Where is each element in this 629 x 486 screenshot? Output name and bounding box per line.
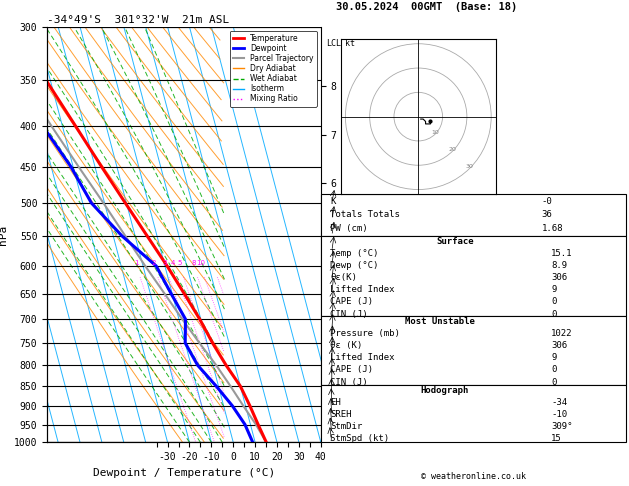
Y-axis label: km
ASL: km ASL [339, 226, 361, 243]
Text: CIN (J): CIN (J) [330, 378, 368, 387]
FancyBboxPatch shape [321, 194, 626, 236]
Text: 9: 9 [551, 353, 557, 363]
Legend: Temperature, Dewpoint, Parcel Trajectory, Dry Adiabat, Wet Adiabat, Isotherm, Mi: Temperature, Dewpoint, Parcel Trajectory… [230, 31, 317, 106]
Text: 2: 2 [152, 260, 156, 266]
Text: Surface: Surface [436, 237, 474, 246]
Text: Most Unstable: Most Unstable [405, 317, 475, 327]
Y-axis label: hPa: hPa [0, 225, 8, 244]
Text: kt: kt [345, 39, 355, 48]
Text: 15.1: 15.1 [551, 249, 572, 258]
X-axis label: Dewpoint / Temperature (°C): Dewpoint / Temperature (°C) [93, 468, 275, 478]
Text: PW (cm): PW (cm) [330, 224, 368, 233]
Text: © weatheronline.co.uk: © weatheronline.co.uk [421, 472, 526, 481]
Text: -34°49'S  301°32'W  21m ASL: -34°49'S 301°32'W 21m ASL [47, 15, 230, 25]
Text: Pressure (mb): Pressure (mb) [330, 329, 400, 338]
FancyBboxPatch shape [321, 236, 626, 316]
Text: SREH: SREH [330, 410, 352, 419]
Text: 30.05.2024  00GMT  (Base: 18): 30.05.2024 00GMT (Base: 18) [336, 2, 517, 13]
Text: StmDir: StmDir [330, 422, 362, 432]
Text: 30: 30 [465, 164, 473, 169]
Text: θε(K): θε(K) [330, 273, 357, 282]
Text: CIN (J): CIN (J) [330, 310, 368, 319]
Text: θε (K): θε (K) [330, 341, 362, 350]
Text: 306: 306 [551, 273, 567, 282]
Text: 306: 306 [551, 341, 567, 350]
Text: LCL: LCL [326, 39, 342, 48]
Text: 0: 0 [551, 378, 557, 387]
Text: 1.68: 1.68 [542, 224, 564, 233]
Text: 3: 3 [163, 260, 167, 266]
Text: CAPE (J): CAPE (J) [330, 365, 373, 375]
Text: 10: 10 [431, 130, 439, 135]
Text: 1: 1 [134, 260, 138, 266]
Text: Totals Totals: Totals Totals [330, 210, 400, 220]
Text: 36: 36 [542, 210, 552, 220]
Text: 0: 0 [551, 310, 557, 319]
Text: 8: 8 [191, 260, 196, 266]
Text: 9: 9 [551, 285, 557, 295]
Text: StmSpd (kt): StmSpd (kt) [330, 434, 389, 444]
Text: CAPE (J): CAPE (J) [330, 297, 373, 307]
Text: Lifted Index: Lifted Index [330, 285, 394, 295]
Text: -0: -0 [542, 197, 552, 207]
Text: 309°: 309° [551, 422, 572, 432]
Text: 15: 15 [551, 434, 562, 444]
Text: 20: 20 [448, 147, 456, 152]
Text: 0: 0 [551, 297, 557, 307]
Text: K: K [330, 197, 335, 207]
Text: 10: 10 [196, 260, 205, 266]
Text: Dewp (°C): Dewp (°C) [330, 261, 379, 270]
Text: 5: 5 [177, 260, 182, 266]
Text: -10: -10 [551, 410, 567, 419]
Text: EH: EH [330, 398, 341, 407]
Text: 8.9: 8.9 [551, 261, 567, 270]
Text: -34: -34 [551, 398, 567, 407]
Text: Lifted Index: Lifted Index [330, 353, 394, 363]
Text: Temp (°C): Temp (°C) [330, 249, 379, 258]
FancyBboxPatch shape [321, 316, 626, 385]
Text: 1022: 1022 [551, 329, 572, 338]
Text: 0: 0 [551, 365, 557, 375]
Text: 4: 4 [171, 260, 175, 266]
Text: Hodograph: Hodograph [420, 386, 469, 396]
FancyBboxPatch shape [321, 385, 626, 442]
